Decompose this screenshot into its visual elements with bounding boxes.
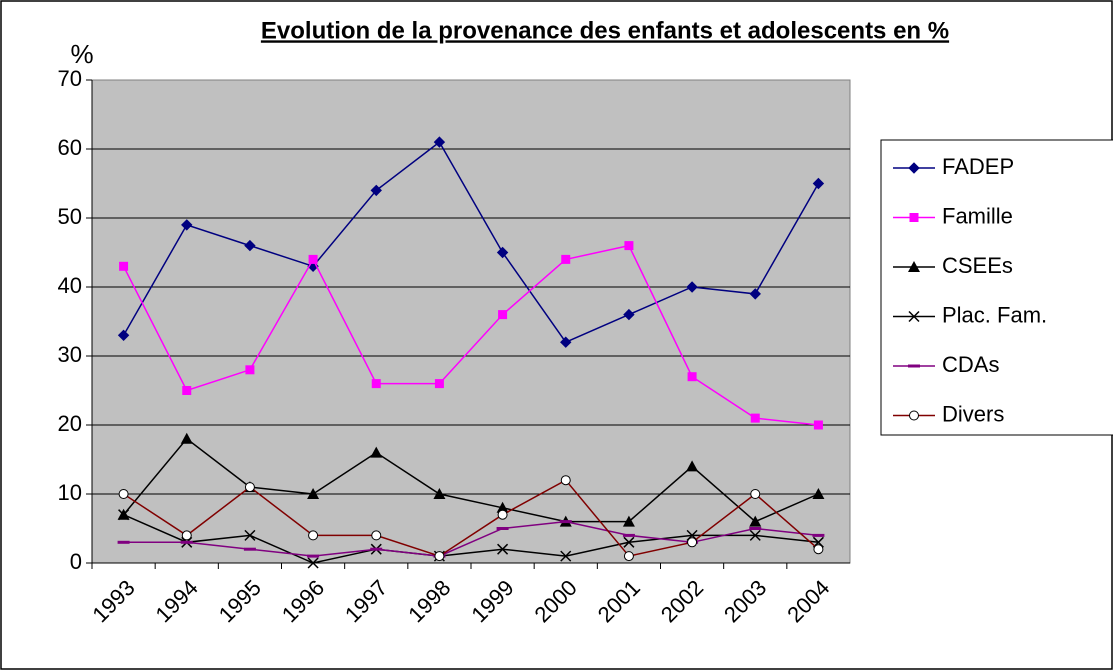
series-line bbox=[123, 520, 819, 557]
data-point bbox=[812, 533, 825, 537]
data-point bbox=[686, 460, 699, 472]
data-point bbox=[497, 509, 508, 520]
legend-label: Famille bbox=[942, 203, 1013, 228]
data-point bbox=[496, 246, 509, 259]
data-point bbox=[813, 420, 823, 430]
data-point bbox=[370, 184, 382, 197]
legend-marker bbox=[908, 310, 920, 323]
y-tick-label: 40 bbox=[58, 273, 82, 298]
data-point bbox=[497, 543, 509, 555]
data-point bbox=[812, 488, 825, 499]
data-point bbox=[181, 530, 192, 541]
data-point bbox=[244, 529, 256, 541]
y-tick-label: 30 bbox=[58, 342, 82, 367]
data-point bbox=[244, 239, 256, 252]
legend-marker bbox=[908, 261, 920, 272]
data-point bbox=[308, 254, 318, 264]
data-point bbox=[308, 530, 319, 541]
legend-label: CDAs bbox=[942, 352, 999, 377]
data-point bbox=[496, 501, 509, 513]
data-point bbox=[180, 432, 193, 444]
data-point bbox=[687, 537, 698, 548]
data-point bbox=[813, 544, 824, 555]
legend-marker bbox=[909, 213, 919, 222]
data-point bbox=[370, 547, 383, 551]
data-point bbox=[243, 547, 256, 551]
legend bbox=[880, 139, 1113, 436]
data-point bbox=[244, 482, 255, 493]
data-point bbox=[182, 386, 192, 395]
legend-label: FADEP bbox=[942, 154, 1014, 179]
data-point bbox=[117, 329, 130, 342]
data-point bbox=[750, 413, 760, 423]
data-point bbox=[749, 515, 762, 527]
data-point bbox=[498, 310, 508, 320]
y-tick-label: 50 bbox=[58, 204, 82, 229]
series-line bbox=[122, 140, 820, 344]
data-point bbox=[559, 520, 572, 524]
data-point bbox=[561, 254, 571, 264]
data-point bbox=[623, 551, 634, 562]
data-point bbox=[371, 530, 382, 541]
data-point bbox=[622, 515, 635, 527]
data-point bbox=[496, 527, 509, 530]
series-line bbox=[122, 244, 819, 426]
data-point bbox=[687, 372, 697, 382]
y-tick-label: 20 bbox=[58, 411, 82, 436]
data-point bbox=[181, 219, 193, 231]
data-point bbox=[434, 379, 444, 389]
data-point bbox=[622, 533, 635, 537]
data-point bbox=[749, 529, 761, 541]
y-axis-label: % bbox=[70, 39, 93, 69]
series-line bbox=[123, 514, 819, 564]
data-point bbox=[750, 489, 761, 499]
legend-marker bbox=[908, 162, 920, 174]
data-point bbox=[433, 488, 446, 499]
legend-label: Plac. Fam. bbox=[942, 302, 1047, 327]
legend-marker bbox=[909, 410, 919, 421]
data-point bbox=[623, 308, 635, 321]
y-tick-label: 0 bbox=[70, 549, 82, 574]
data-point bbox=[307, 554, 320, 558]
data-point bbox=[245, 365, 255, 375]
data-point bbox=[560, 475, 571, 486]
data-point bbox=[433, 136, 446, 148]
data-point bbox=[686, 281, 698, 293]
series-line bbox=[123, 437, 819, 523]
chart-title: Evolution de la provenance des enfants e… bbox=[261, 17, 949, 44]
legend-label: Divers bbox=[942, 401, 1004, 426]
data-point bbox=[370, 446, 383, 458]
data-point bbox=[624, 241, 634, 251]
data-point bbox=[307, 557, 319, 569]
data-point bbox=[180, 540, 193, 544]
data-point bbox=[307, 488, 320, 499]
plot-area bbox=[91, 79, 851, 564]
data-point bbox=[560, 550, 572, 562]
data-point bbox=[371, 379, 381, 389]
legend-marker bbox=[908, 364, 920, 368]
data-point bbox=[749, 288, 761, 300]
legend-label: CSEEs bbox=[942, 253, 1013, 278]
data-point bbox=[118, 509, 130, 521]
data-point bbox=[749, 527, 762, 530]
data-point bbox=[119, 261, 129, 271]
series-line bbox=[123, 479, 819, 557]
data-point bbox=[812, 177, 825, 190]
y-tick-label: 60 bbox=[58, 135, 82, 160]
y-tick-label: 10 bbox=[58, 480, 82, 505]
data-point bbox=[434, 551, 445, 562]
data-point bbox=[117, 540, 130, 544]
data-point bbox=[118, 489, 129, 499]
data-point bbox=[623, 536, 635, 548]
y-tick-label: 70 bbox=[58, 66, 82, 91]
data-point bbox=[560, 336, 572, 348]
